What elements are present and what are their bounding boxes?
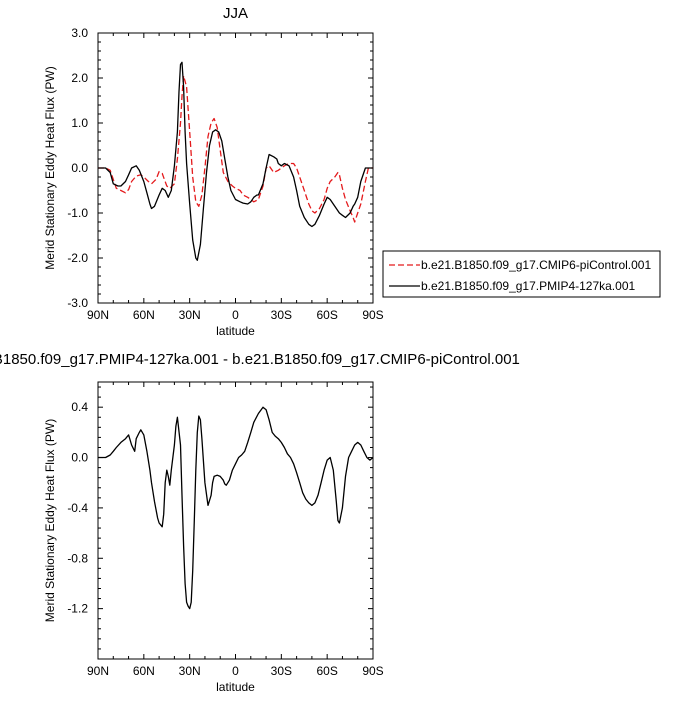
top-y-axis-label: Merid Stationary Eddy Heat Flux (PW)	[43, 66, 57, 269]
x-tick-label: 30S	[271, 664, 292, 678]
y-tick-label: -2.0	[67, 251, 88, 265]
bottom-plot-frame	[97, 381, 374, 660]
y-tick-label: 2.0	[71, 71, 88, 85]
top-chart-title: JJA	[223, 5, 248, 22]
series-line-0	[98, 75, 373, 223]
bottom-series-lines	[98, 406, 374, 610]
x-tick-label: 0	[232, 308, 239, 322]
y-tick-label: 3.0	[71, 26, 88, 40]
y-tick-label: -0.8	[67, 551, 88, 565]
bottom-axis-ticks: 90N 60N 30N 0 30S 60S 90S 0.4 0.0 -0.4 -0.8 -1.2	[67, 382, 384, 678]
x-tick-label: 60S	[316, 664, 337, 678]
y-tick-label: 0.0	[71, 451, 88, 465]
x-tick-label: 90S	[362, 308, 383, 322]
x-tick-label: 90N	[87, 308, 109, 322]
legend: b.e21.B1850.f09_g17.CMIP6-piControl.001 …	[382, 250, 661, 298]
bottom-x-axis-label: latitude	[216, 680, 255, 694]
x-tick-label: 90N	[87, 664, 109, 678]
series-line-0	[98, 406, 374, 610]
top-series-lines	[98, 61, 373, 261]
top-axis-ticks: 90N 60N 30N 0 30S 60S 90S 3.0 2.0 1.0 0.0 -1.0 -2.0 -…	[67, 26, 383, 322]
x-tick-label: 30N	[179, 308, 201, 322]
top-panel: JJA 90N 60N 30N 0 30S 60S 90S 3.0 2.0 1.0 0.0 -1.0 -…	[43, 5, 384, 338]
y-tick-label: -1.0	[67, 206, 88, 220]
x-tick-label: 30N	[179, 664, 201, 678]
x-tick-label: 60N	[133, 664, 155, 678]
top-plot-frame	[97, 32, 374, 304]
x-tick-label: 60S	[316, 308, 337, 322]
x-tick-label: 60N	[133, 308, 155, 322]
bottom-y-axis-label: Merid Stationary Eddy Heat Flux (PW)	[43, 419, 57, 622]
y-tick-label: -1.2	[67, 602, 88, 616]
x-tick-label: 0	[232, 664, 239, 678]
y-tick-label: 0.0	[71, 161, 88, 175]
x-tick-label: 30S	[271, 308, 292, 322]
legend-box	[382, 250, 661, 298]
x-tick-label: 90S	[362, 664, 383, 678]
legend-label-picontrol: b.e21.B1850.f09_g17.CMIP6-piControl.001	[421, 258, 651, 272]
top-x-axis-label: latitude	[216, 324, 255, 338]
bottom-chart-title: b.e21.B1850.f09_g17.PMIP4-127ka.001 - b.…	[0, 351, 520, 368]
y-tick-label: -3.0	[67, 296, 88, 310]
y-tick-label: 1.0	[71, 116, 88, 130]
y-tick-label: 0.4	[71, 400, 88, 414]
bottom-panel: b.e21.B1850.f09_g17.PMIP4-127ka.001 - b.…	[0, 351, 520, 694]
y-tick-label: -0.4	[67, 501, 88, 515]
series-line-1	[98, 61, 373, 261]
legend-label-127ka: b.e21.B1850.f09_g17.PMIP4-127ka.001	[421, 279, 635, 293]
